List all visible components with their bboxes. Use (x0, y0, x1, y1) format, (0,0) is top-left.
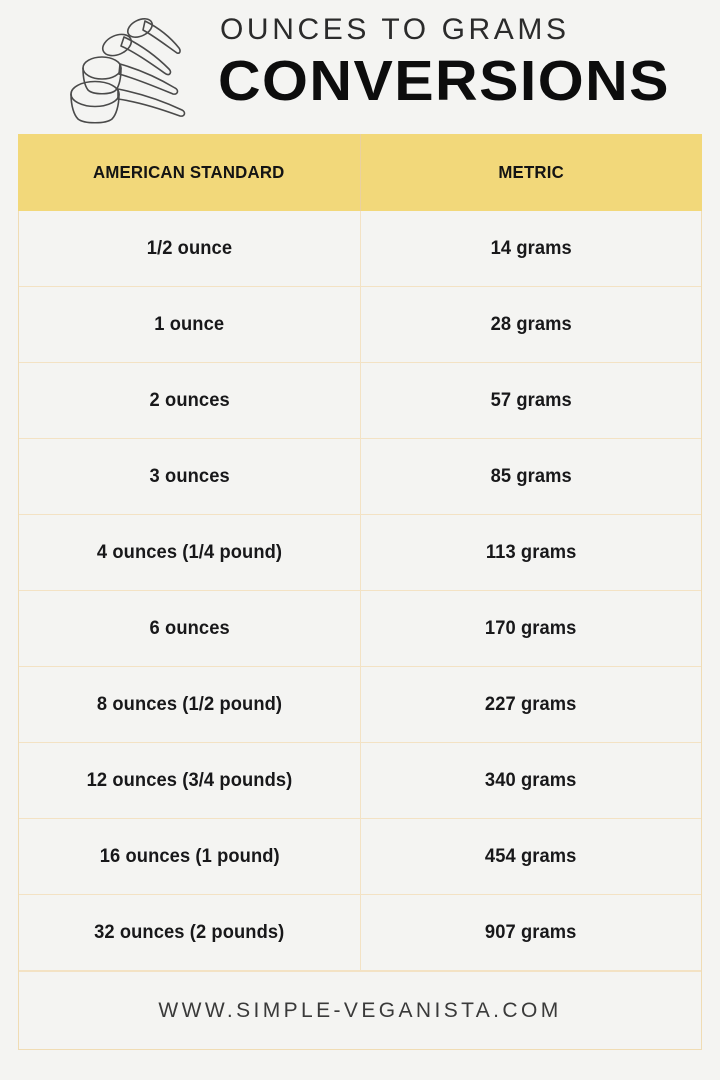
column-header-label: AMERICAN STANDARD (93, 162, 285, 182)
table-row: 6 ounces 170 grams (19, 591, 701, 667)
cell-metric: 57 grams (360, 363, 701, 438)
conversion-table: AMERICAN STANDARD METRIC 1/2 ounce 14 gr… (18, 134, 702, 1050)
table-row: 32 ounces (2 pounds) 907 grams (19, 895, 701, 971)
cell-value: 454 grams (485, 845, 577, 867)
column-header-american-standard: AMERICAN STANDARD (18, 134, 360, 211)
cell-american-standard: 2 ounces (19, 363, 360, 438)
measuring-spoons-icon (55, 12, 195, 124)
cell-value: 32 ounces (2 pounds) (94, 921, 285, 943)
cell-value: 907 grams (485, 921, 577, 943)
column-header-label: METRIC (498, 162, 565, 182)
cell-american-standard: 16 ounces (1 pound) (19, 819, 360, 894)
cell-american-standard: 1/2 ounce (19, 211, 360, 286)
cell-metric: 907 grams (360, 895, 701, 970)
table-row: 3 ounces 85 grams (19, 439, 701, 515)
cell-american-standard: 4 ounces (1/4 pound) (19, 515, 360, 590)
cell-value: 57 grams (490, 389, 572, 411)
page-title: CONVERSIONS (218, 49, 670, 113)
cell-value: 2 ounces (149, 389, 230, 411)
table-row: 16 ounces (1 pound) 454 grams (19, 819, 701, 895)
cell-american-standard: 1 ounce (19, 287, 360, 362)
cell-value: 14 grams (490, 237, 572, 259)
table-row: 1 ounce 28 grams (19, 287, 701, 363)
cell-value: 4 ounces (1/4 pound) (96, 541, 283, 563)
cell-value: 8 ounces (1/2 pound) (96, 693, 283, 715)
header: OUNCES TO GRAMS CONVERSIONS (0, 0, 720, 132)
cell-value: 1 ounce (154, 313, 225, 335)
cell-value: 170 grams (485, 617, 577, 639)
website-url: WWW.SIMPLE-VEGANISTA.COM (158, 998, 562, 1022)
table-row: 2 ounces 57 grams (19, 363, 701, 439)
cell-american-standard: 32 ounces (2 pounds) (19, 895, 360, 970)
cell-metric: 14 grams (360, 211, 701, 286)
cell-value: 1/2 ounce (146, 237, 233, 259)
footer-row: WWW.SIMPLE-VEGANISTA.COM (19, 971, 701, 1049)
cell-american-standard: 8 ounces (1/2 pound) (19, 667, 360, 742)
cell-value: 227 grams (485, 693, 577, 715)
cell-value: 340 grams (485, 769, 577, 791)
cell-american-standard: 12 ounces (3/4 pounds) (19, 743, 360, 818)
cell-value: 28 grams (490, 313, 572, 335)
cell-value: 6 ounces (149, 617, 230, 639)
cell-metric: 85 grams (360, 439, 701, 514)
cell-metric: 113 grams (360, 515, 701, 590)
cell-value: 16 ounces (1 pound) (99, 845, 280, 867)
cell-value: 3 ounces (149, 465, 230, 487)
cell-metric: 454 grams (360, 819, 701, 894)
cell-metric: 170 grams (360, 591, 701, 666)
cell-metric: 28 grams (360, 287, 701, 362)
cell-value: 12 ounces (3/4 pounds) (86, 769, 293, 791)
table-row: 12 ounces (3/4 pounds) 340 grams (19, 743, 701, 819)
cell-value: 85 grams (490, 465, 572, 487)
title-block: OUNCES TO GRAMS CONVERSIONS (218, 10, 688, 122)
table-row: 8 ounces (1/2 pound) 227 grams (19, 667, 701, 743)
cell-american-standard: 3 ounces (19, 439, 360, 514)
table-body: 1/2 ounce 14 grams 1 ounce 28 grams 2 ou… (18, 211, 702, 1050)
table-row: 4 ounces (1/4 pound) 113 grams (19, 515, 701, 591)
cell-american-standard: 6 ounces (19, 591, 360, 666)
column-header-metric: METRIC (360, 134, 702, 211)
header-eyebrow: OUNCES TO GRAMS (220, 13, 570, 46)
table-header-row: AMERICAN STANDARD METRIC (18, 134, 702, 211)
cell-metric: 227 grams (360, 667, 701, 742)
cell-metric: 340 grams (360, 743, 701, 818)
table-row: 1/2 ounce 14 grams (19, 211, 701, 287)
cell-value: 113 grams (485, 541, 577, 563)
